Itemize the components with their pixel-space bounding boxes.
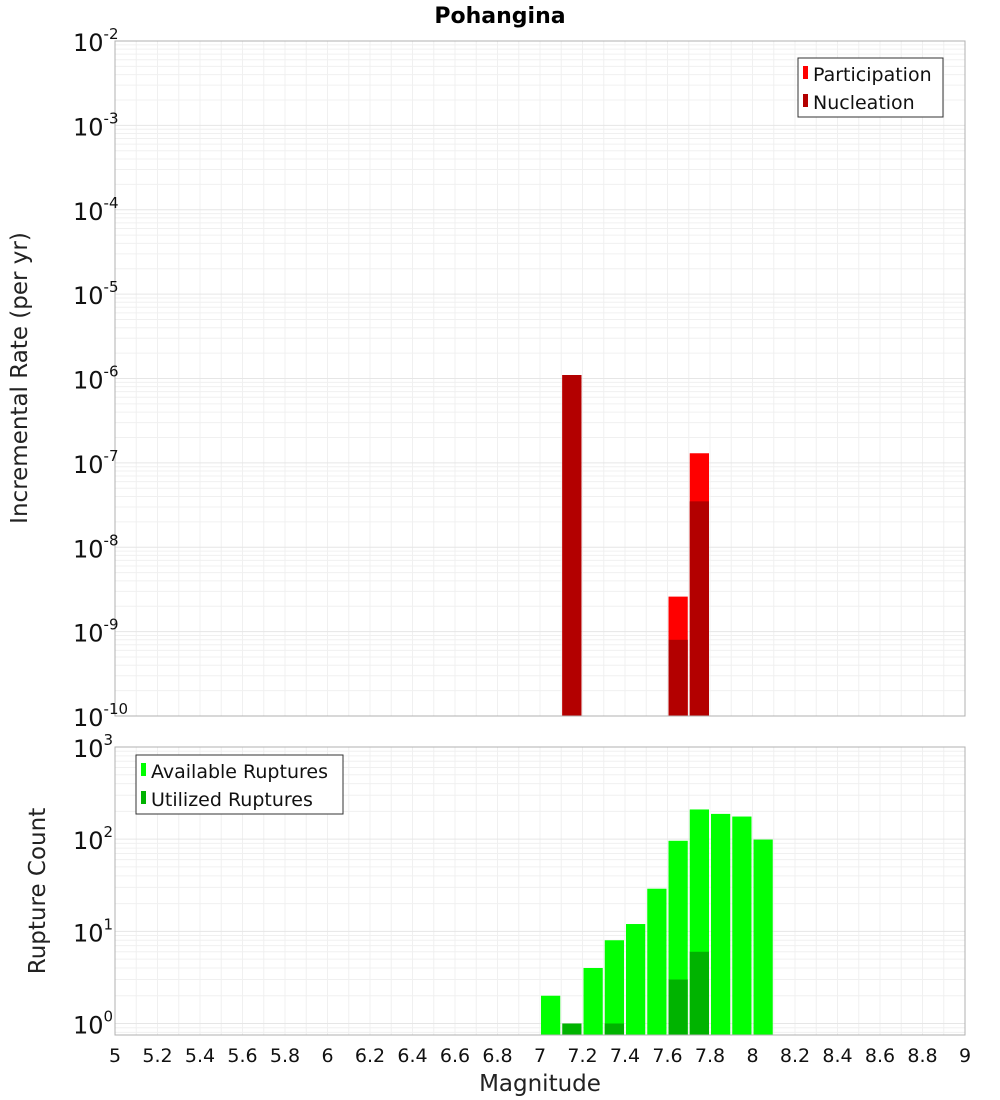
top-plot: 10-10 10-9 10-8 10-7 10-6 10-5 10-4 10-3 10-2 Pa…	[73, 25, 966, 732]
x-tick-label: 7.8	[695, 1045, 725, 1067]
bar-utilized-ruptures	[689, 951, 709, 1035]
x-tick-label: 8.2	[780, 1045, 810, 1067]
x-tick-label: 6.8	[482, 1045, 512, 1067]
bar-available-ruptures	[541, 995, 561, 1035]
legend-swatch	[803, 94, 808, 107]
bar-nucleation	[668, 639, 688, 716]
x-tick-label: 8.8	[907, 1045, 937, 1067]
chart-title: Pohangina	[434, 4, 565, 29]
top-y-ticks: 10-10 10-9 10-8 10-7 10-6 10-5 10-4 10-3 10-2	[73, 25, 128, 732]
x-tick-label: 6.2	[355, 1045, 385, 1067]
legend-label: Nucleation	[813, 92, 915, 114]
y-tick-label: 101	[73, 915, 113, 947]
y-tick-label: 10-5	[73, 278, 119, 310]
bottom-plot-border	[114, 746, 966, 1036]
bar-available-ruptures	[753, 839, 773, 1035]
top-bars	[562, 375, 709, 716]
x-tick-label: 6.6	[440, 1045, 470, 1067]
legend-label: Available Ruptures	[151, 761, 328, 783]
x-tick-label: 6.4	[397, 1045, 427, 1067]
bottom-bars	[541, 809, 773, 1035]
bar-utilized-ruptures	[668, 979, 688, 1035]
y-tick-label: 10-4	[73, 194, 119, 226]
bar-nucleation	[689, 501, 709, 716]
legend-swatch	[803, 66, 808, 79]
bar-available-ruptures	[583, 967, 603, 1035]
y-tick-label: 10-6	[73, 363, 119, 395]
bar-available-ruptures	[732, 816, 752, 1035]
x-tick-label: 8.6	[865, 1045, 895, 1067]
legend-box	[135, 754, 344, 815]
legend-label: Participation	[813, 64, 932, 86]
y-tick-label: 10-3	[73, 109, 119, 141]
bar-nucleation	[562, 375, 582, 716]
bar-utilized-ruptures	[604, 1023, 624, 1035]
y-tick-label: 10-8	[73, 531, 119, 563]
bar-available-ruptures	[626, 924, 646, 1035]
x-tick-label: 8.4	[822, 1045, 852, 1067]
x-tick-label: 7.6	[652, 1045, 682, 1067]
top-y-axis-label: Incremental Rate (per yr)	[7, 232, 33, 524]
x-tick-label: 6	[321, 1045, 333, 1067]
bottom-legend: Available Ruptures Utilized Ruptures	[135, 754, 344, 815]
x-tick-label: 8	[746, 1045, 758, 1067]
bar-available-ruptures	[711, 813, 731, 1035]
bar-available-ruptures	[604, 940, 624, 1035]
top-grid	[114, 40, 966, 717]
x-ticks: 5 5.2 5.4 5.6 5.8 6 6.2 6.4 6.6 6.8 7 7.2 7.4 7.6 7.8 8…	[109, 1045, 971, 1067]
x-tick-label: 9	[959, 1045, 971, 1067]
legend-swatch	[141, 763, 146, 776]
bottom-y-ticks: 100 101 102 103	[73, 731, 113, 1039]
bottom-y-axis-label: Rupture Count	[25, 808, 51, 974]
x-tick-label: 7	[534, 1045, 546, 1067]
x-tick-label: 5.6	[227, 1045, 257, 1067]
x-tick-label: 5	[109, 1045, 121, 1067]
bar-available-ruptures	[647, 888, 667, 1035]
x-tick-label: 7.4	[610, 1045, 640, 1067]
y-tick-label: 100	[73, 1007, 113, 1039]
top-legend: Participation Nucleation	[797, 57, 944, 118]
top-plot-border	[114, 40, 966, 717]
y-tick-label: 10-9	[73, 616, 119, 648]
legend-box	[797, 57, 944, 118]
bottom-plot: 100 101 102 103 5 5.2 5.4 5.6 5.8 6 6.2 6.4 6.6 6.8 7…	[73, 731, 971, 1067]
y-tick-label: 10-10	[73, 700, 128, 732]
x-tick-label: 5.8	[270, 1045, 300, 1067]
bar-utilized-ruptures	[562, 1023, 582, 1035]
y-tick-label: 10-7	[73, 447, 119, 479]
y-tick-label: 102	[73, 823, 113, 855]
legend-swatch	[141, 791, 146, 804]
x-axis-label: Magnitude	[479, 1071, 601, 1097]
y-tick-label: 10-2	[73, 25, 119, 57]
x-tick-label: 5.4	[185, 1045, 215, 1067]
y-tick-label: 103	[73, 731, 113, 763]
x-tick-label: 7.2	[567, 1045, 597, 1067]
x-tick-label: 5.2	[142, 1045, 172, 1067]
legend-label: Utilized Ruptures	[151, 789, 313, 811]
